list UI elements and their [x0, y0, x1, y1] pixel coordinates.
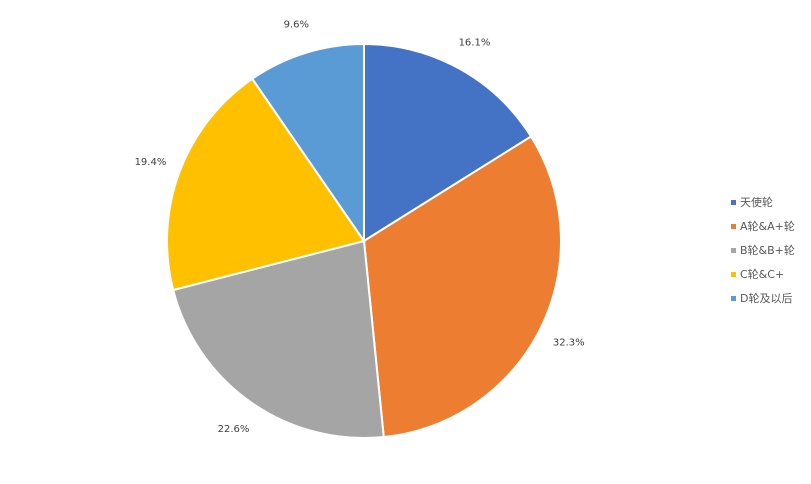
legend-item: B轮&B+轮 [731, 238, 795, 262]
pie-slice [250, 42, 365, 245]
pie-slice [171, 239, 385, 439]
legend: 天使轮 A轮&A+轮 B轮&B+轮 C轮&C+ D轮及以后 [731, 190, 795, 310]
pie-slice [362, 135, 562, 439]
data-label: 9.6% [284, 19, 309, 30]
legend-swatch [731, 247, 736, 253]
data-label: 19.4% [135, 157, 167, 168]
legend-swatch [731, 223, 736, 229]
legend-item: A轮&A+轮 [731, 214, 795, 238]
legend-label: 天使轮 [740, 196, 773, 209]
data-label: 22.6% [218, 424, 250, 435]
legend-label: C轮&C+ [740, 268, 785, 281]
legend-item: 天使轮 [731, 190, 795, 214]
legend-label: B轮&B+轮 [740, 244, 795, 257]
legend-swatch [731, 295, 736, 301]
legend-swatch [731, 271, 736, 277]
pie-slice [166, 77, 366, 292]
legend-item: D轮及以后 [731, 286, 795, 310]
legend-label: D轮及以后 [740, 292, 793, 305]
data-label: 16.1% [459, 38, 491, 49]
legend-label: A轮&A+轮 [740, 220, 795, 233]
legend-item: C轮&C+ [731, 262, 795, 286]
pie-slice [363, 42, 533, 243]
legend-swatch [731, 199, 736, 205]
data-label: 32.3% [553, 337, 585, 348]
